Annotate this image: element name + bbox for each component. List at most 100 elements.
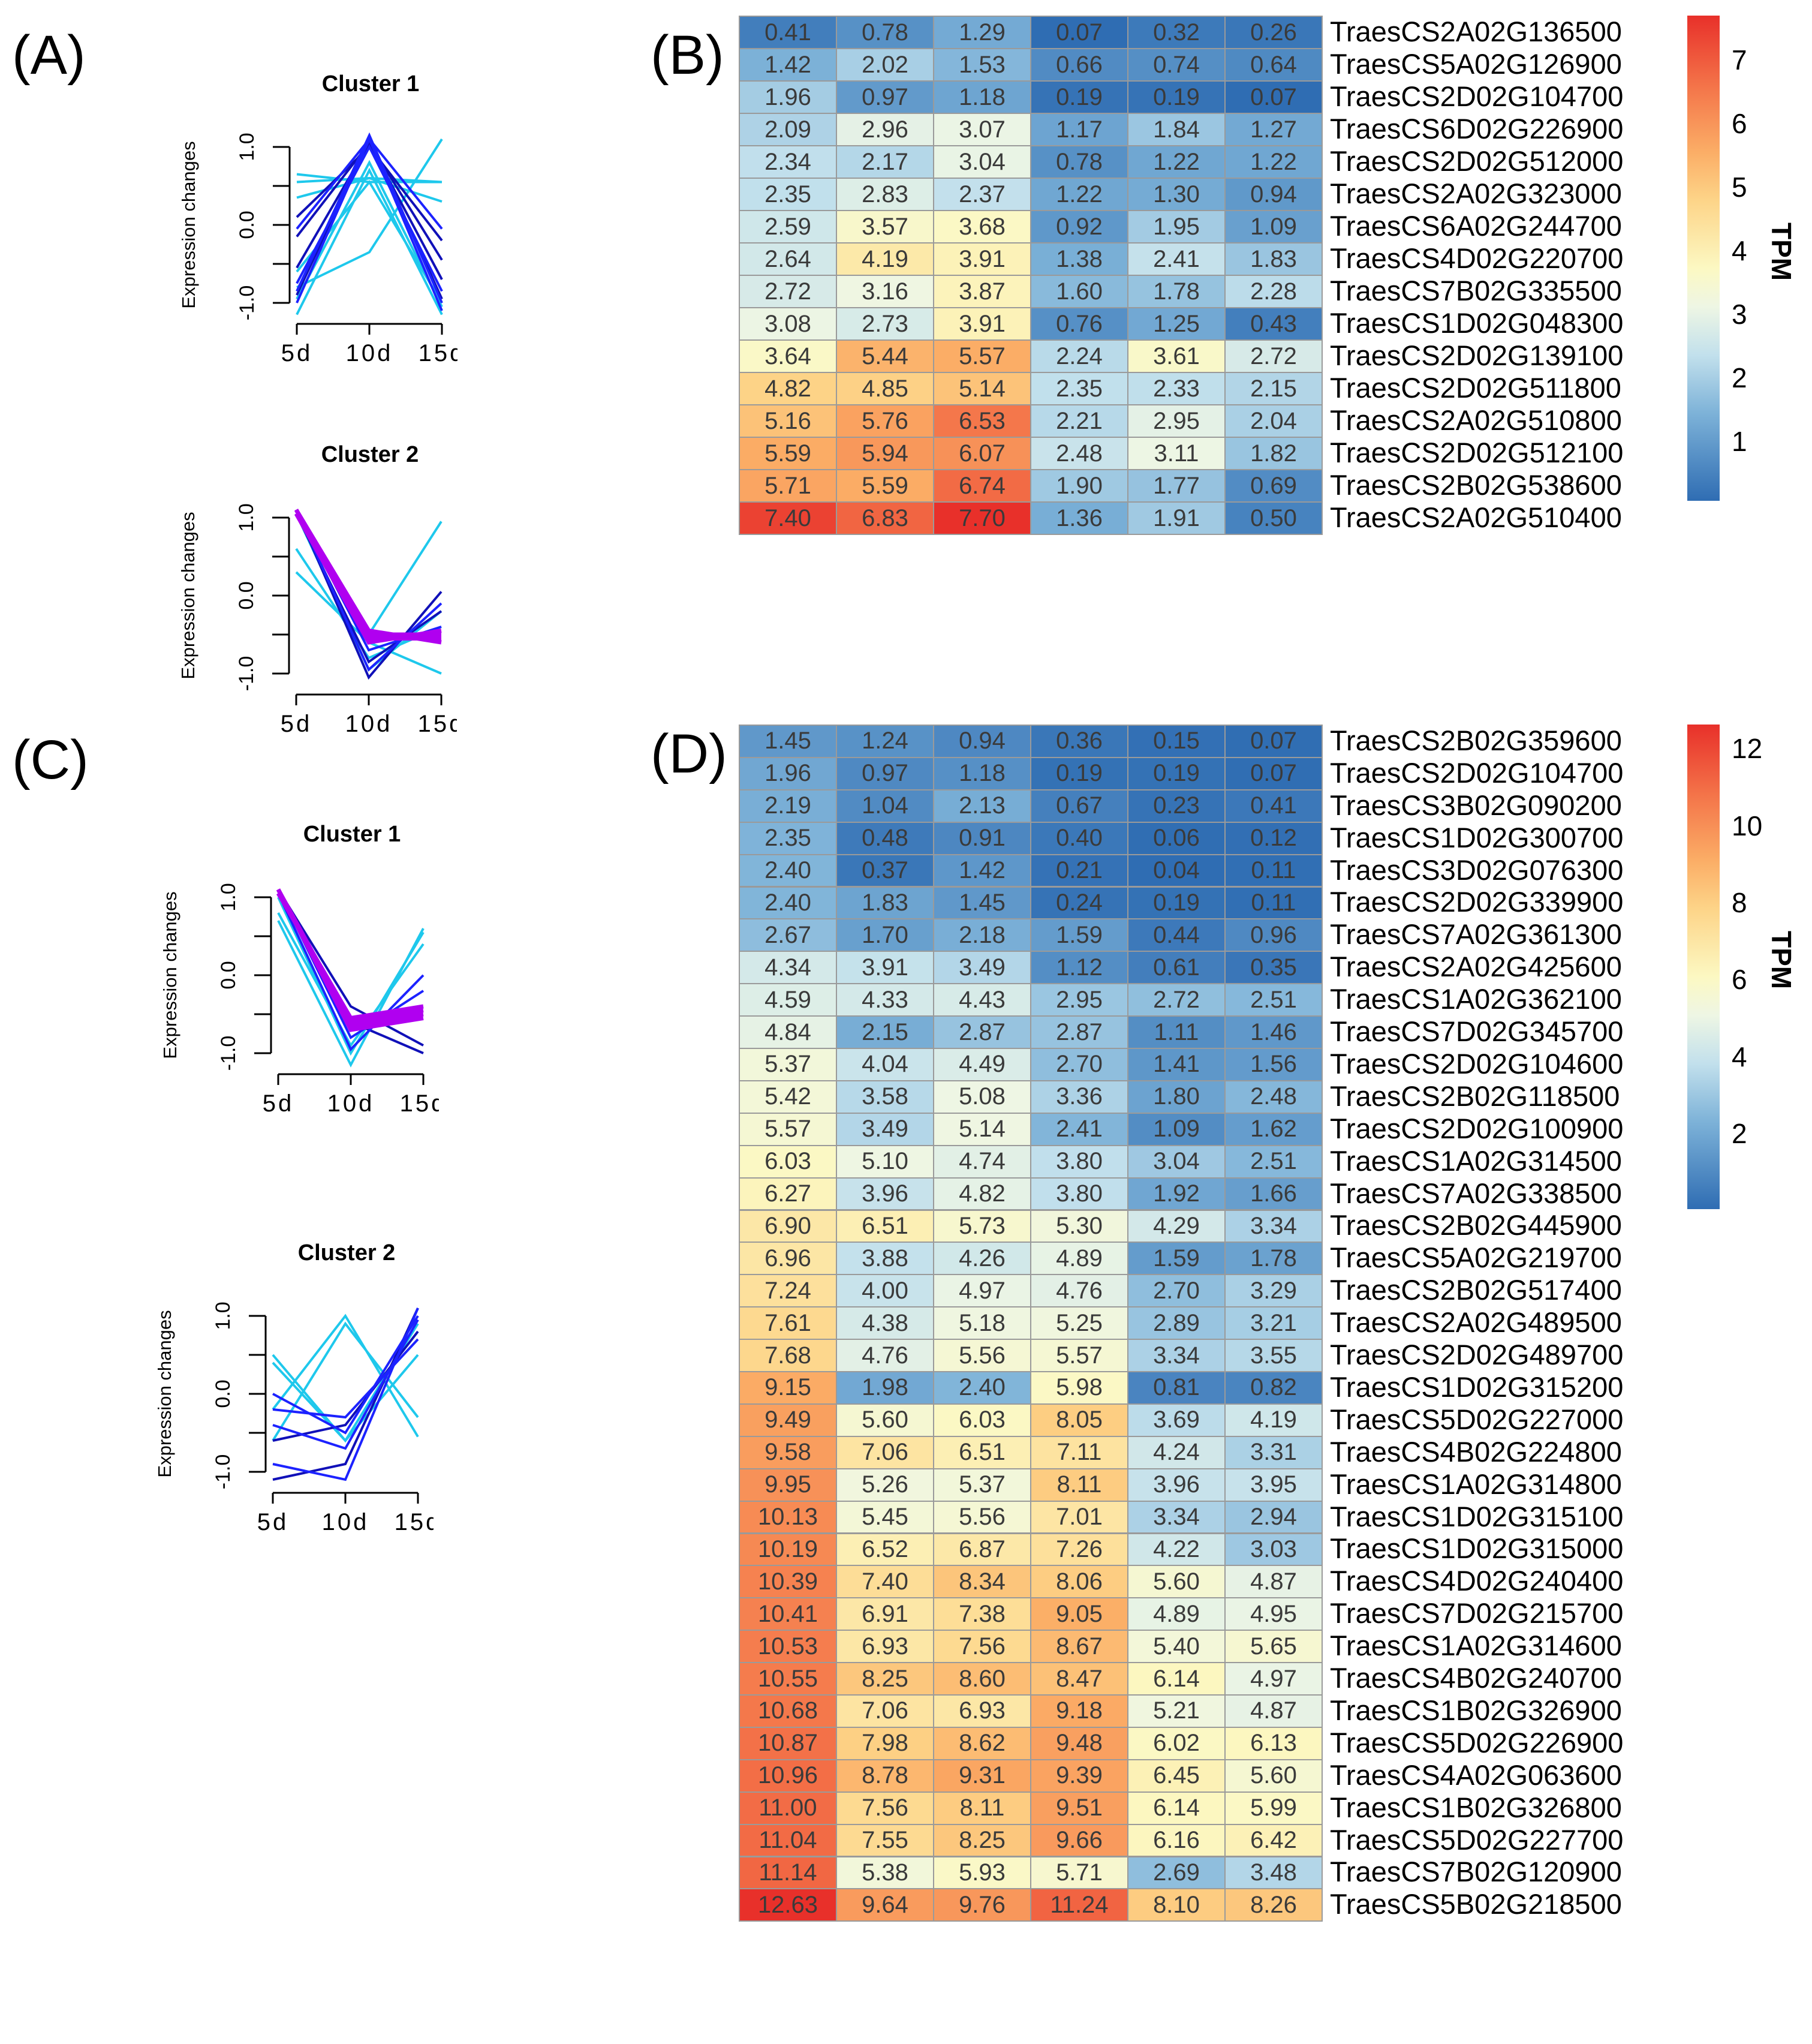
- heatmap-cell: 5.21: [1127, 1694, 1226, 1728]
- row-label: TraesCS2D02G512000: [1330, 145, 1624, 177]
- heatmap-cell: 2.48: [1030, 437, 1128, 470]
- series-line: [276, 888, 424, 1024]
- heatmap-cell: 6.53: [933, 404, 1031, 438]
- series-line: [277, 912, 425, 1048]
- row-label: TraesCS1A02G314500: [1330, 1144, 1622, 1177]
- heatmap-cell: 4.82: [739, 372, 837, 405]
- heatmap-cell: 0.07: [1224, 756, 1323, 790]
- heatmap-cell: 1.38: [1030, 242, 1128, 276]
- heatmap-cell: 3.64: [739, 339, 837, 373]
- heatmap-cell: 1.30: [1127, 178, 1226, 211]
- heatmap-cell: 5.14: [933, 372, 1031, 405]
- heatmap-cell: 2.09: [739, 113, 837, 146]
- heatmap-cell: 3.11: [1127, 437, 1226, 470]
- heatmap-cell: 9.48: [1030, 1726, 1128, 1760]
- heatmap-cell: 3.95: [1224, 1468, 1323, 1502]
- x-tick-label: 15d: [395, 1509, 434, 1535]
- heatmap-cell: 1.78: [1127, 275, 1226, 308]
- heatmap-cell: 3.87: [933, 275, 1031, 308]
- heatmap-cell: 0.11: [1224, 853, 1323, 888]
- heatmap-cell: 3.07: [933, 113, 1031, 146]
- series-line: [272, 1338, 419, 1419]
- color-scale-tick-label: 12: [1732, 733, 1763, 765]
- row-label: TraesCS2A02G136500: [1330, 16, 1622, 47]
- heatmap-cell: 1.59: [1127, 1242, 1226, 1276]
- heatmap-cell: 4.29: [1127, 1209, 1226, 1243]
- series-line: [272, 1321, 419, 1442]
- heatmap-cell: 2.35: [739, 178, 837, 211]
- heatmap-cell: 11.14: [739, 1856, 837, 1890]
- series-line: [296, 167, 443, 315]
- series-line: [294, 509, 442, 645]
- heatmap-cell: 0.41: [739, 16, 837, 49]
- heatmap-cell: 1.78: [1224, 1242, 1323, 1276]
- heatmap-cell: 0.21: [1030, 853, 1128, 888]
- row-label: TraesCS1B02G326800: [1330, 1791, 1622, 1823]
- heatmap-cell: 5.57: [739, 1112, 837, 1146]
- heatmap-cell: 9.39: [1030, 1759, 1128, 1793]
- heatmap-cell: 4.33: [836, 983, 934, 1017]
- heatmap-cell: 0.06: [1127, 821, 1226, 855]
- heatmap-cell: 7.40: [836, 1565, 934, 1599]
- row-label: TraesCS2D02G489700: [1330, 1339, 1624, 1371]
- heatmap-cell: 2.48: [1224, 1080, 1323, 1114]
- heatmap-cell: 0.04: [1127, 853, 1226, 888]
- heatmap-cell: 6.87: [933, 1532, 1031, 1567]
- series-line: [296, 160, 443, 308]
- heatmap-cell: 4.19: [836, 242, 934, 276]
- row-label: TraesCS2B02G445900: [1330, 1209, 1622, 1242]
- heatmap-cell: 9.51: [1030, 1791, 1128, 1825]
- heatmap-cell: 2.73: [836, 307, 934, 341]
- heatmap-cell: 10.68: [739, 1694, 837, 1728]
- heatmap-cell: 3.48: [1224, 1856, 1323, 1890]
- x-tick-label: 5d: [281, 340, 313, 366]
- y-tick-label: -1.0: [235, 656, 258, 692]
- heatmap-cell: 0.82: [1224, 1371, 1323, 1405]
- heatmap-cell: 4.76: [836, 1339, 934, 1372]
- panel-label-d: (D): [651, 723, 727, 784]
- series-line: [277, 888, 424, 1047]
- heatmap-cell: 7.40: [739, 501, 837, 535]
- heatmap-cell: 1.70: [836, 918, 934, 952]
- heatmap-cell: 1.17: [1030, 113, 1128, 146]
- row-label: TraesCS1A02G314800: [1330, 1468, 1622, 1500]
- heatmap-cell: 6.93: [933, 1694, 1031, 1728]
- heatmap-cell: 5.38: [836, 1856, 934, 1890]
- heatmap-cell: 4.43: [933, 983, 1031, 1017]
- color-scale-title: TPM: [1766, 931, 1797, 990]
- heatmap-cell: 3.36: [1030, 1080, 1128, 1114]
- heatmap-cell: 2.70: [1030, 1048, 1128, 1081]
- x-tick-label: 5d: [281, 711, 312, 737]
- color-scale-tick-label: 10: [1732, 810, 1763, 841]
- heatmap-cell: 0.19: [1127, 886, 1226, 920]
- row-label: TraesCS7A02G338500: [1330, 1177, 1622, 1209]
- heatmap-cell: 6.14: [1127, 1791, 1226, 1825]
- heatmap-cell: 7.01: [1030, 1500, 1128, 1534]
- heatmap-cell: 6.45: [1127, 1759, 1226, 1793]
- series-line: [272, 1313, 419, 1438]
- heatmap-cell: 4.82: [933, 1177, 1031, 1211]
- heatmap-cell: 2.35: [1030, 372, 1128, 405]
- color-scale-tick-label: 5: [1732, 172, 1747, 203]
- heatmap-cell: 2.37: [933, 178, 1031, 211]
- heatmap-cell: 5.98: [1030, 1371, 1128, 1405]
- panel-label-a: (A): [12, 25, 86, 86]
- heatmap-cell: 2.19: [739, 789, 837, 823]
- heatmap-cell: 9.49: [739, 1403, 837, 1437]
- heatmap-cell: 5.10: [836, 1144, 934, 1179]
- heatmap-cell: 2.17: [836, 145, 934, 179]
- y-tick-label: -1.0: [217, 1036, 240, 1071]
- heatmap-cell: 4.04: [836, 1048, 934, 1081]
- heatmap-cell: 9.15: [739, 1371, 837, 1405]
- heatmap-cell: 1.45: [933, 886, 1031, 920]
- heatmap-cell: 8.10: [1127, 1888, 1226, 1922]
- x-tick-label: 10d: [322, 1509, 369, 1535]
- line-plot-c-cluster-2: Cluster 2 Expression changes 1.0 0.0 -1.0 5d 1…: [154, 1240, 434, 1535]
- heatmap-cell: 4.97: [933, 1274, 1031, 1308]
- heatmap-cell: 5.26: [836, 1468, 934, 1502]
- heatmap-cell: 3.80: [1030, 1144, 1128, 1179]
- color-scale-title: TPM: [1766, 222, 1797, 281]
- heatmap-cell: 1.41: [1127, 1048, 1226, 1081]
- row-label: TraesCS2B02G118500: [1330, 1080, 1620, 1112]
- heatmap-cell: 7.56: [933, 1630, 1031, 1664]
